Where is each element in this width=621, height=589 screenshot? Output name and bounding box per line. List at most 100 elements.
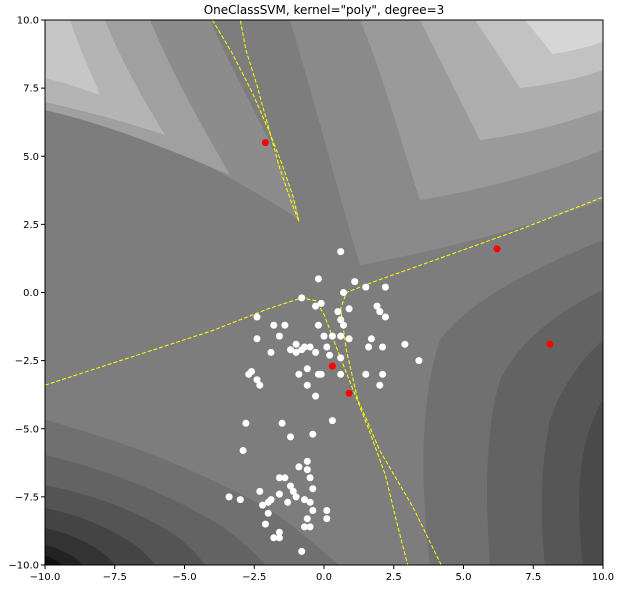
inlier-point [381, 313, 389, 321]
inlier-point [309, 485, 317, 493]
inlier-point [275, 332, 283, 340]
chart-title: OneClassSVM, kernel="poly", degree=3 [204, 3, 445, 17]
inlier-point [303, 466, 311, 474]
inlier-point [340, 321, 347, 329]
inlier-point [256, 381, 264, 389]
contour-band [45, 20, 100, 95]
x-tick-label: 5.0 [456, 572, 472, 583]
inlier-point [287, 482, 294, 490]
y-tick-label: 0.0 [23, 288, 39, 299]
inlier-point [326, 351, 334, 359]
inlier-point [337, 316, 345, 324]
inlier-point [259, 501, 267, 509]
inlier-point [334, 308, 342, 316]
inlier-point [289, 487, 297, 495]
inlier-point [303, 365, 311, 373]
inlier-point [292, 340, 300, 348]
y-tick-label: −10.0 [8, 561, 39, 572]
inlier-point [281, 321, 289, 329]
inlier-point [264, 509, 272, 517]
inlier-point [314, 321, 322, 329]
inlier-point [309, 507, 317, 514]
inlier-point [381, 283, 389, 291]
inlier-point [362, 370, 370, 378]
inlier-point [292, 493, 300, 501]
outlier-point [261, 139, 269, 147]
inlier-point [306, 343, 314, 351]
inlier-point [323, 507, 331, 514]
inlier-point [261, 520, 269, 528]
inlier-point [253, 335, 261, 343]
inlier-point [309, 430, 317, 438]
inlier-point [298, 547, 306, 555]
inlier-point [275, 528, 283, 536]
y-tick-label: −7.5 [15, 492, 39, 503]
inlier-point [317, 299, 325, 307]
inlier-point [287, 433, 294, 441]
inlier-point [292, 348, 300, 356]
contour-bands [45, 20, 603, 565]
inlier-point [301, 496, 308, 504]
inlier-point [270, 321, 278, 329]
inlier-point [270, 534, 278, 542]
inlier-point [376, 381, 384, 389]
inlier-point [281, 474, 289, 482]
data-points [225, 139, 554, 555]
inlier-point [242, 419, 250, 427]
inlier-point [415, 357, 423, 365]
inlier-point [351, 278, 359, 286]
inlier-point [239, 447, 247, 454]
inlier-point [312, 348, 320, 356]
inlier-point [298, 294, 306, 302]
inlier-point [323, 343, 331, 351]
inlier-point [306, 523, 314, 531]
inlier-point [328, 332, 336, 340]
contour-band [579, 400, 603, 565]
inlier-point [236, 496, 244, 504]
inlier-point [253, 376, 261, 384]
decision-boundary-line [211, 20, 300, 222]
x-tick-label: −5.0 [172, 572, 196, 583]
contour-band [45, 556, 62, 565]
inlier-point [284, 498, 292, 506]
x-tick-label: −10.0 [30, 572, 61, 583]
inlier-point [362, 283, 370, 291]
x-tick-label: 10.0 [592, 572, 614, 583]
contour-band [525, 20, 603, 54]
y-tick-label: −5.0 [15, 424, 39, 435]
decision-boundary-line [45, 297, 409, 565]
inlier-point [287, 346, 294, 354]
y-tick-label: 2.5 [23, 220, 39, 231]
x-axis: −10.0 −7.5 −5.0 −2.5 0.0 2.5 5.0 7.5 10.0 [30, 565, 614, 583]
inlier-point [401, 340, 409, 348]
inlier-point [337, 370, 345, 378]
inlier-point [340, 289, 347, 296]
outlier-point [546, 340, 554, 348]
inlier-point [256, 487, 264, 495]
inlier-point [312, 392, 320, 400]
inlier-point [373, 302, 381, 310]
inlier-point [379, 343, 387, 351]
inlier-point [303, 457, 311, 465]
inlier-point [295, 463, 303, 471]
inlier-point [345, 335, 353, 343]
inlier-point [306, 498, 314, 506]
inlier-point [323, 515, 331, 523]
y-tick-label: 5.0 [23, 152, 39, 163]
inlier-point [225, 493, 233, 501]
inlier-point [295, 370, 303, 378]
inlier-point [379, 370, 387, 378]
inlier-point [314, 275, 322, 283]
inlier-point [253, 313, 261, 321]
decision-boundaries [45, 20, 603, 565]
inlier-point [317, 370, 325, 378]
decision-boundary-line [340, 196, 603, 565]
y-axis: −10.0 −7.5 −5.0 −2.5 0.0 2.5 5.0 7.5 10.0 [8, 16, 45, 572]
inlier-point [303, 515, 311, 523]
inlier-point [275, 474, 283, 482]
inlier-point [365, 343, 373, 351]
inlier-point [367, 335, 375, 343]
inlier-point [345, 305, 353, 313]
inlier-point [275, 534, 283, 542]
